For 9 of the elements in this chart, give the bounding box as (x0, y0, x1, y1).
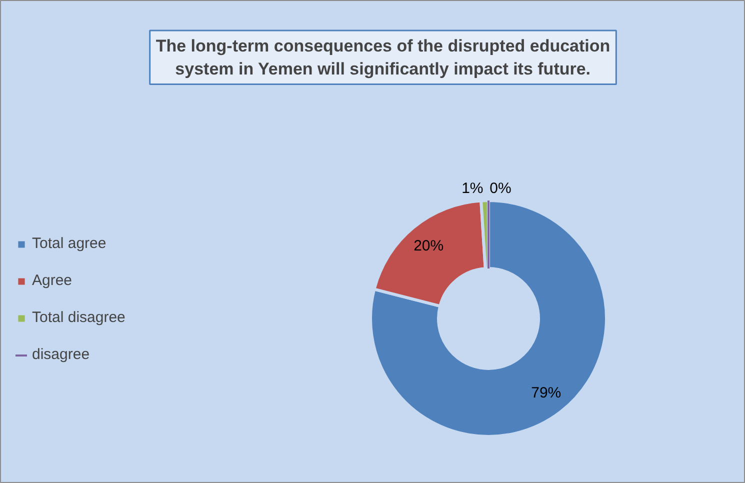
data-label: 20% (414, 238, 444, 255)
chart-title: The long-term consequences of the disrupted education system in Yemen will significantly impact its future. (156, 36, 610, 78)
data-label: 1% (462, 180, 484, 198)
legend-label: Agree (32, 272, 72, 289)
legend-label: Total agree (32, 235, 106, 252)
legend-label: disagree (32, 346, 90, 363)
text: 0% (490, 180, 512, 197)
legend-label: Total disagree (32, 309, 126, 326)
data-label: 79% (531, 384, 562, 402)
